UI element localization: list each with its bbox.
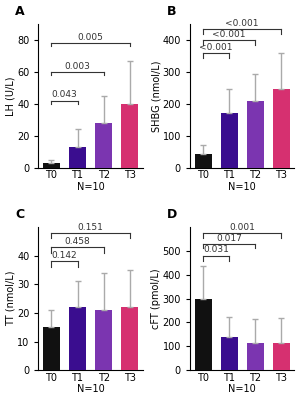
Y-axis label: SHBG (nmol/L): SHBG (nmol/L) <box>151 60 161 132</box>
Bar <box>121 104 138 168</box>
Text: B: B <box>167 6 176 18</box>
Bar <box>95 310 112 370</box>
Text: 0.005: 0.005 <box>78 33 104 42</box>
Text: 0.151: 0.151 <box>78 222 104 232</box>
Text: 0.043: 0.043 <box>52 90 77 100</box>
Bar <box>95 123 112 168</box>
Bar <box>195 299 212 370</box>
Y-axis label: LH (U/L): LH (U/L) <box>6 76 16 116</box>
Text: 0.003: 0.003 <box>64 62 90 71</box>
Bar <box>69 147 86 168</box>
Bar <box>273 343 290 370</box>
Bar <box>273 88 290 168</box>
Text: 0.031: 0.031 <box>203 246 229 254</box>
Text: A: A <box>15 6 25 18</box>
Y-axis label: cFT (pmol/L): cFT (pmol/L) <box>151 268 161 329</box>
Text: <0.001: <0.001 <box>226 19 259 28</box>
Text: 0.017: 0.017 <box>216 234 242 242</box>
Bar <box>195 154 212 168</box>
Bar <box>43 327 60 370</box>
Y-axis label: TT (nmol/L): TT (nmol/L) <box>6 271 16 326</box>
Text: 0.142: 0.142 <box>52 251 77 260</box>
Bar <box>221 337 238 370</box>
Text: D: D <box>167 208 177 221</box>
Text: 0.001: 0.001 <box>229 223 255 232</box>
Bar <box>221 113 238 168</box>
Bar <box>121 307 138 370</box>
Text: C: C <box>15 208 25 221</box>
X-axis label: N=10: N=10 <box>228 384 256 394</box>
Text: <0.001: <0.001 <box>200 43 233 52</box>
Bar <box>43 163 60 168</box>
Bar <box>69 307 86 370</box>
X-axis label: N=10: N=10 <box>77 182 104 192</box>
X-axis label: N=10: N=10 <box>77 384 104 394</box>
Bar <box>247 101 264 168</box>
Text: 0.458: 0.458 <box>64 237 90 246</box>
X-axis label: N=10: N=10 <box>228 182 256 192</box>
Bar <box>247 343 264 370</box>
Text: <0.001: <0.001 <box>212 30 246 39</box>
